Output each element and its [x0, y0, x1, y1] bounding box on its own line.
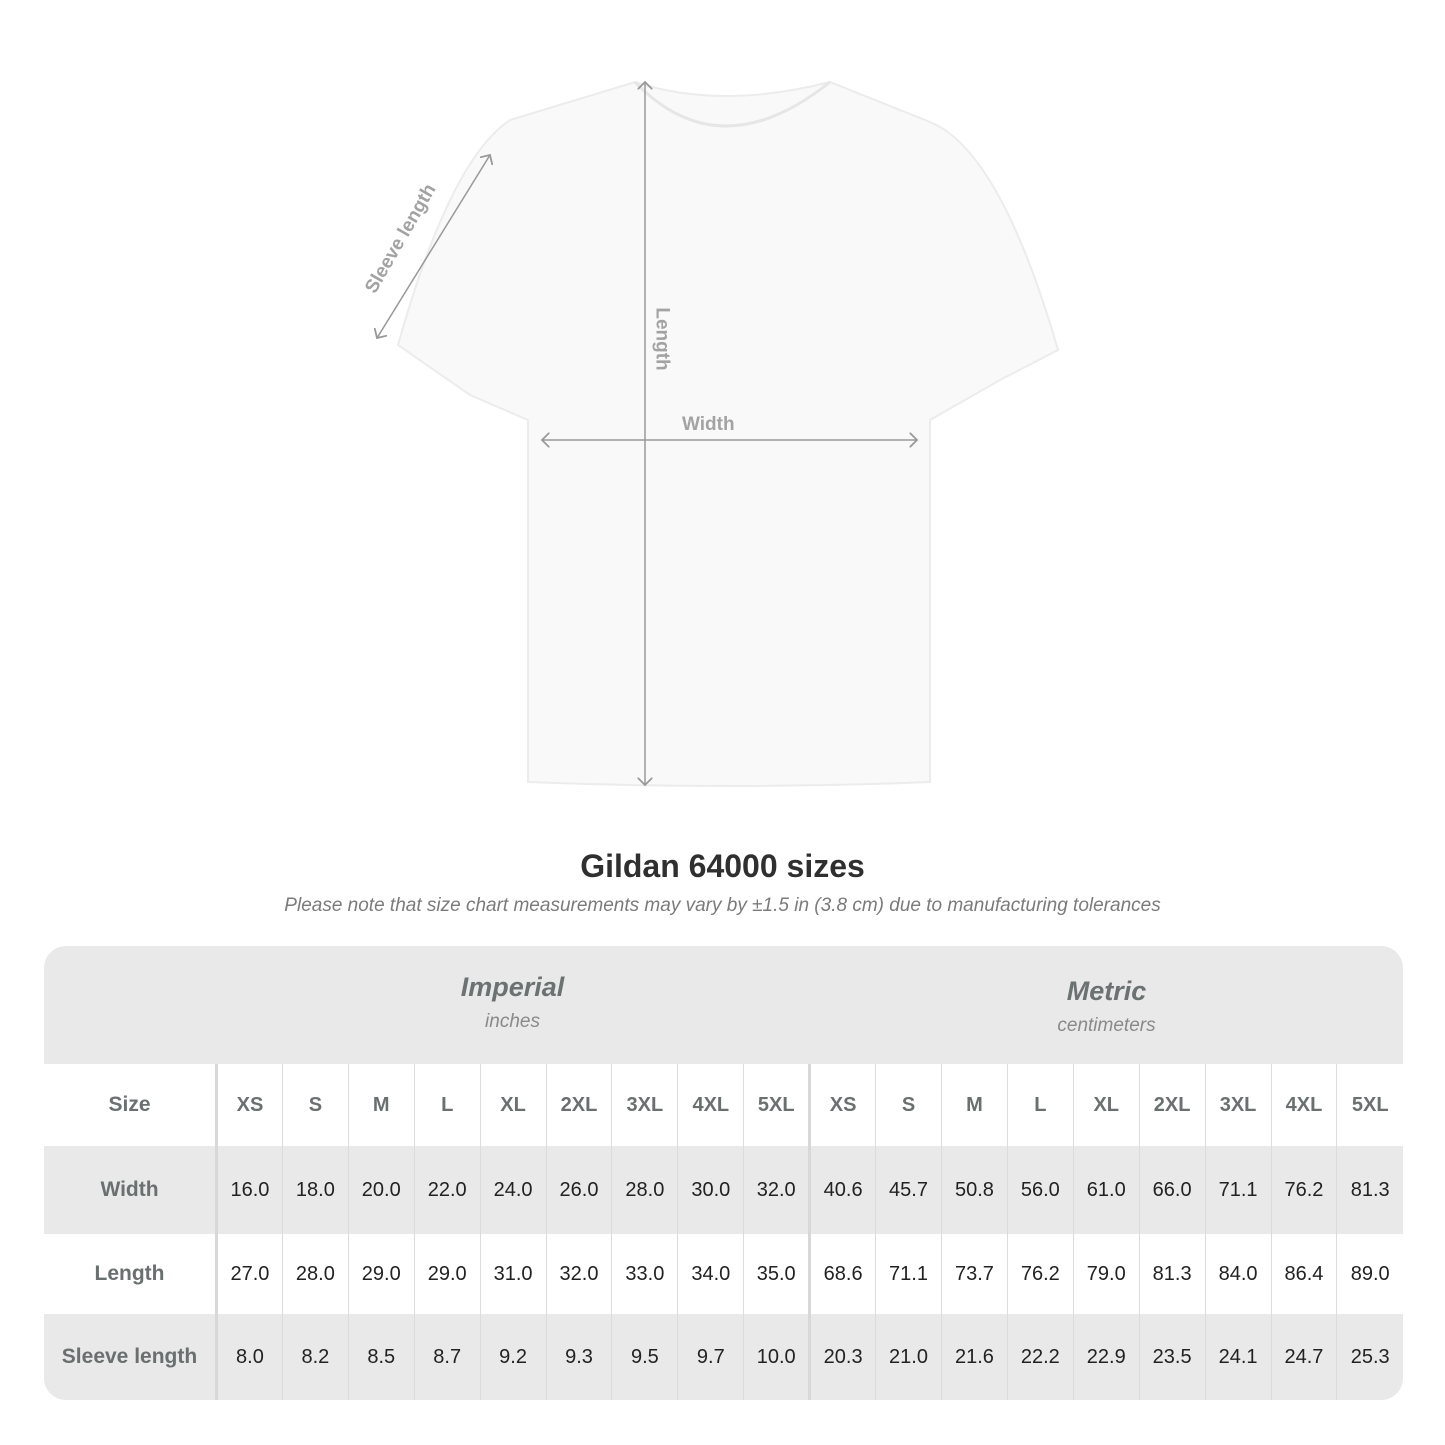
imperial-title: Imperial [460, 972, 565, 1002]
imperial-value: 29.0 [413, 1234, 481, 1314]
imperial-value: 32.0 [743, 1146, 810, 1234]
metric-value: 68.6 [808, 1234, 876, 1314]
metric-value: 84.0 [1204, 1234, 1271, 1314]
metric-value: 45.7 [875, 1146, 942, 1234]
imperial-size-2xl: 2XL [545, 1064, 612, 1146]
metric-value: 50.8 [940, 1146, 1008, 1234]
imperial-unit: inches [485, 1011, 540, 1032]
imperial-value: 30.0 [677, 1146, 744, 1234]
imperial-value: 28.0 [611, 1146, 678, 1234]
metric-value: 24.1 [1204, 1314, 1271, 1400]
imperial-value: 34.0 [677, 1234, 744, 1314]
metric-value: 73.7 [940, 1234, 1008, 1314]
metric-title: Metric [1066, 976, 1147, 1006]
imperial-value: 35.0 [743, 1234, 810, 1314]
metric-size-xs: XS [808, 1064, 876, 1146]
imperial-size-5xl: 5XL [743, 1064, 810, 1146]
metric-unit: centimeters [1057, 1015, 1156, 1036]
imperial-size-xl: XL [479, 1064, 547, 1146]
imperial-value: 24.0 [479, 1146, 547, 1234]
collar [633, 80, 831, 128]
metric-value: 25.3 [1336, 1314, 1403, 1400]
row-label: Width [44, 1146, 218, 1234]
metric-value: 76.2 [1270, 1146, 1337, 1234]
imperial-value: 33.0 [611, 1234, 678, 1314]
metric-value: 21.6 [940, 1314, 1008, 1400]
imperial-value: 32.0 [545, 1234, 612, 1314]
metric-size-4xl: 4XL [1270, 1064, 1337, 1146]
width-label: Width [682, 414, 735, 435]
metric-size-3xl: 3XL [1204, 1064, 1271, 1146]
page-title: Gildan 64000 sizes [580, 848, 865, 884]
metric-value: 22.9 [1072, 1314, 1140, 1400]
metric-size-xl: XL [1072, 1064, 1140, 1146]
imperial-value: 9.2 [479, 1314, 547, 1400]
imperial-size-l: L [413, 1064, 481, 1146]
metric-value: 81.3 [1336, 1146, 1403, 1234]
metric-value: 23.5 [1138, 1314, 1206, 1400]
metric-value: 24.7 [1270, 1314, 1337, 1400]
metric-value: 40.6 [808, 1146, 876, 1234]
imperial-value: 10.0 [743, 1314, 810, 1400]
size-header-row: Size XS S M L XL 2XL 3XL 4XL 5XL XS S M L XL 2XL 3XL 4XL 5… [44, 1064, 1403, 1146]
table-row: Length 27.0 28.0 29.0 29.0 31.0 32.0 33.0 34.0 35… [44, 1234, 1403, 1314]
imperial-value: 9.3 [545, 1314, 612, 1400]
imperial-header: Imperial inches [215, 946, 810, 1064]
size-table-panel: Imperial inches Metric centimeters Size X… [44, 946, 1403, 1400]
metric-value: 20.3 [808, 1314, 876, 1400]
imperial-value: 8.7 [413, 1314, 481, 1400]
imperial-size-m: M [347, 1064, 415, 1146]
metric-value: 76.2 [1006, 1234, 1074, 1314]
size-table: Size XS S M L XL 2XL 3XL 4XL 5XL XS S M L XL 2XL 3XL 4XL 5… [44, 1064, 1403, 1400]
metric-size-l: L [1006, 1064, 1074, 1146]
metric-value: 86.4 [1270, 1234, 1337, 1314]
metric-size-m: M [940, 1064, 1008, 1146]
metric-size-2xl: 2XL [1138, 1064, 1206, 1146]
metric-value: 66.0 [1138, 1146, 1206, 1234]
imperial-value: 8.5 [347, 1314, 415, 1400]
imperial-value: 9.7 [677, 1314, 744, 1400]
size-label: Size [44, 1064, 218, 1146]
imperial-value: 8.0 [216, 1314, 283, 1400]
metric-size-5xl: 5XL [1336, 1064, 1403, 1146]
imperial-size-4xl: 4XL [677, 1064, 744, 1146]
imperial-value: 29.0 [347, 1234, 415, 1314]
table-row: Sleeve length 8.0 8.2 8.5 8.7 9.2 9.3 9.5 9.7 10.… [44, 1314, 1403, 1400]
metric-value: 89.0 [1336, 1234, 1403, 1314]
length-label: Length [651, 307, 673, 371]
row-label: Length [44, 1234, 218, 1314]
table-row: Width 16.0 18.0 20.0 22.0 24.0 26.0 28.0 30.0 32.… [44, 1146, 1403, 1234]
row-label: Sleeve length [44, 1314, 218, 1400]
imperial-value: 9.5 [611, 1314, 678, 1400]
sleeve-arrow [377, 155, 490, 338]
imperial-value: 20.0 [347, 1146, 415, 1234]
tshirt-illustration [0, 0, 1060, 787]
metric-header: Metric centimeters [810, 946, 1403, 1064]
metric-value: 61.0 [1072, 1146, 1140, 1234]
metric-value: 81.3 [1138, 1234, 1206, 1314]
metric-value: 56.0 [1006, 1146, 1074, 1234]
imperial-size-s: S [281, 1064, 349, 1146]
metric-value: 21.0 [875, 1314, 942, 1400]
imperial-size-xs: XS [216, 1064, 283, 1146]
imperial-value: 16.0 [216, 1146, 283, 1234]
metric-value: 71.1 [875, 1234, 942, 1314]
imperial-value: 31.0 [479, 1234, 547, 1314]
imperial-value: 28.0 [281, 1234, 349, 1314]
imperial-value: 22.0 [413, 1146, 481, 1234]
imperial-value: 27.0 [216, 1234, 283, 1314]
metric-size-s: S [875, 1064, 942, 1146]
imperial-value: 18.0 [281, 1146, 349, 1234]
imperial-value: 8.2 [281, 1314, 349, 1400]
metric-value: 79.0 [1072, 1234, 1140, 1314]
imperial-size-3xl: 3XL [611, 1064, 678, 1146]
metric-value: 71.1 [1204, 1146, 1271, 1234]
tolerance-note: Please note that size chart measurements… [284, 895, 1161, 916]
metric-value: 22.2 [1006, 1314, 1074, 1400]
imperial-value: 26.0 [545, 1146, 612, 1234]
